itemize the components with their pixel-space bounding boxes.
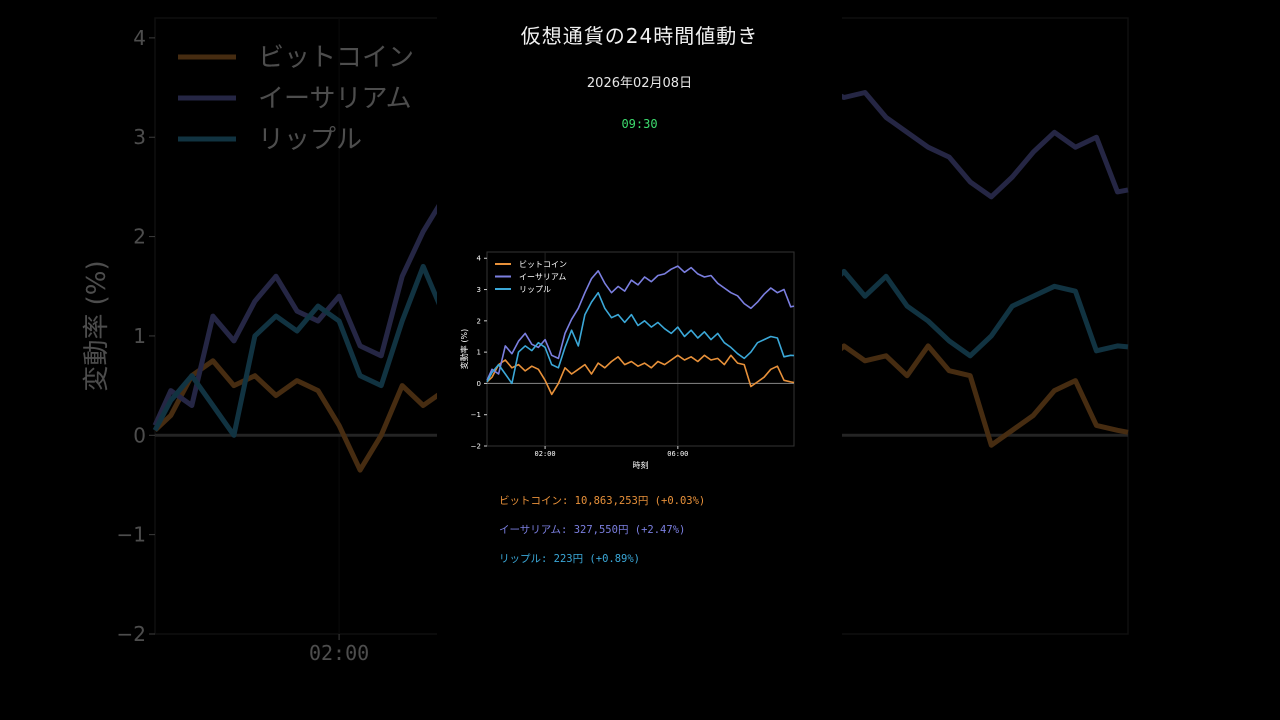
bg-left-legend-label: イーサリアム [258,84,412,114]
series-line-2 [486,291,795,385]
page-title: 仮想通貨の24時間値動き [520,24,759,48]
time-label: 09:30 [621,117,658,131]
bg-left-series-line-0 [153,358,437,473]
bg-left-x-tick-label: 02:00 [309,641,369,665]
date-label: 2026年02月08日 [586,76,693,91]
series-line-0 [486,354,795,396]
legend-label: リップル [519,285,551,294]
stat-ethereum: イーサリアム: 327,550円 (+2.47%) [499,524,686,536]
bg-left-legend-label: リップル [258,125,362,155]
price-change-chart: −2 −1 0 1 2 3 4 02:00 06:00 時刻 変動率 (%) ビットコイン イーサリアム… [437,0,842,484]
y-tick-label: 0 [477,380,481,388]
x-axis-label: 時刻 [633,460,649,470]
y-axis-label: 変動率 (%) [459,329,469,369]
y-tick-label: 2 [477,317,481,325]
chart-svg: −2 −1 0 1 2 3 4 02:00 06:00 時刻 変動率 (%) ビットコインイーサリアム… [459,251,795,470]
bg-right-plot-frame [842,17,1129,635]
bg-left-series-line-2 [152,263,437,438]
stat-ripple: リップル: 223円 (+0.89%) [499,553,641,565]
legend-label: イーサリアム [519,272,566,281]
bg-right-series-line-1 [842,90,1129,200]
y-tick-label: 3 [477,286,481,294]
plot-frame [486,251,795,447]
bg-left-y-tick-label: −1 [117,523,146,547]
legend-label: ビットコイン [519,260,567,269]
y-tick-label: −1 [471,411,481,419]
bg-left-y-tick-label: −2 [117,622,146,646]
stat-bitcoin: ビットコイン: 10,863,253円 (+0.03%) [499,495,706,507]
bg-left-y-tick-label: 0 [133,423,146,447]
series-line-1 [486,265,795,381]
y-tick-label: 1 [477,349,481,357]
bg-left-legend-label: ビットコイン [258,43,414,73]
bg-left-y-axis-label: 変動率 (%) [82,260,112,391]
bg-left-y-tick-label: 4 [133,26,146,50]
x-tick-label: 06:00 [667,450,688,458]
bg-left-y-tick-label: 3 [133,125,146,149]
bg-right-series-line-0 [842,343,1129,448]
bg-left-plot-frame [154,17,437,635]
bg-left-y-tick-label: 2 [133,225,146,249]
x-tick-label: 02:00 [535,450,556,458]
main-panel: 仮想通貨の24時間値動き 2026年02月08日 09:30 −2 −1 0 1 2 3 4… [437,0,842,720]
y-tick-label: 4 [477,255,482,263]
bg-left-y-tick-label: 1 [133,324,146,348]
bg-right-series-line-2 [842,268,1129,359]
y-tick-label: −2 [471,442,481,450]
bg-left-series-line-1 [152,204,437,427]
